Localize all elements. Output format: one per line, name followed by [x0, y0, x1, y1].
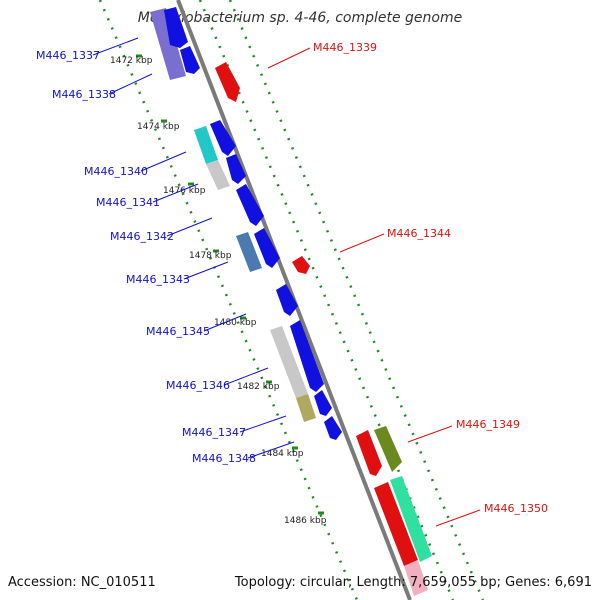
gene-m446-1346-gray[interactable]	[270, 326, 308, 398]
gene-label[interactable]: M446_1340	[84, 165, 148, 178]
gene-label[interactable]: M446_1337	[36, 49, 100, 62]
gene-label[interactable]: M446_1338	[52, 88, 116, 101]
kbp-label: 1472 kbp	[110, 56, 153, 66]
accession-text: Accession: NC_010511	[8, 575, 156, 590]
kbp-label: 1482 kbp	[237, 382, 280, 392]
gene-label[interactable]: M446_1349	[456, 418, 520, 431]
gene-m446-1349-olive[interactable]	[374, 426, 402, 472]
gene-blue-arrow[interactable]	[290, 320, 324, 392]
genome-summary-text: Topology: circular; Length: 7,659,055 bp…	[234, 575, 592, 590]
gene-m446-1340-cyan[interactable]	[194, 126, 218, 164]
gene-m446-1341-gray[interactable]	[206, 160, 230, 190]
gene-m446-1350-mint[interactable]	[390, 476, 432, 562]
gene-m446-1350-red[interactable]	[374, 482, 418, 566]
kbp-label: 1480 kbp	[214, 318, 257, 328]
gene-label[interactable]: M446_1343	[126, 273, 190, 286]
gene-label[interactable]: M446_1344	[387, 227, 451, 240]
kbp-label: 1476 kbp	[163, 186, 206, 196]
label-leader-lines	[92, 37, 481, 527]
genome-title: Methylobacterium sp. 4-46, complete geno…	[138, 10, 462, 26]
gene-m446-1349-red[interactable]	[356, 430, 382, 476]
gene-blue-arrow[interactable]	[314, 390, 332, 416]
gene-m446-1338-blue[interactable]	[180, 46, 200, 74]
gene-m446-1343-steel[interactable]	[236, 232, 262, 272]
gene-label[interactable]: M446_1347	[182, 426, 246, 439]
gene-label[interactable]: M446_1346	[166, 379, 230, 392]
gene-m446-1348-blue[interactable]	[324, 416, 342, 440]
gene-label[interactable]: M446_1350	[484, 502, 548, 515]
gene-blue-arrow[interactable]	[254, 228, 280, 268]
gene-label[interactable]: M446_1348	[192, 452, 256, 465]
kbp-label: 1484 kbp	[261, 449, 304, 459]
gene-blue-arrow[interactable]	[164, 7, 188, 48]
gene-label[interactable]: M446_1345	[146, 325, 210, 338]
gene-m446-1337[interactable]	[150, 8, 186, 80]
gene-label[interactable]: M446_1341	[96, 196, 160, 209]
gene-blue-arrow[interactable]	[210, 120, 236, 156]
kbp-label: 1478 kbp	[189, 251, 232, 261]
gene-label[interactable]: M446_1342	[110, 230, 174, 243]
gene-m446-1342-blue[interactable]	[236, 184, 264, 226]
kbp-label: 1486 kbp	[284, 516, 327, 526]
gene-blue-arrow[interactable]	[226, 154, 246, 184]
gene-pink[interactable]	[404, 560, 428, 596]
outer-dotted-track	[228, 0, 485, 600]
gene-m446-1339-red[interactable]	[215, 62, 240, 102]
gene-m446-1347-khaki[interactable]	[296, 394, 316, 422]
kbp-tick-marks	[136, 54, 324, 515]
gene-label[interactable]: M446_1339	[313, 41, 377, 54]
kbp-label: 1474 kbp	[137, 122, 180, 132]
gene-m446-1344-red[interactable]	[292, 256, 310, 274]
gene-m446-1345-blue[interactable]	[276, 284, 298, 316]
